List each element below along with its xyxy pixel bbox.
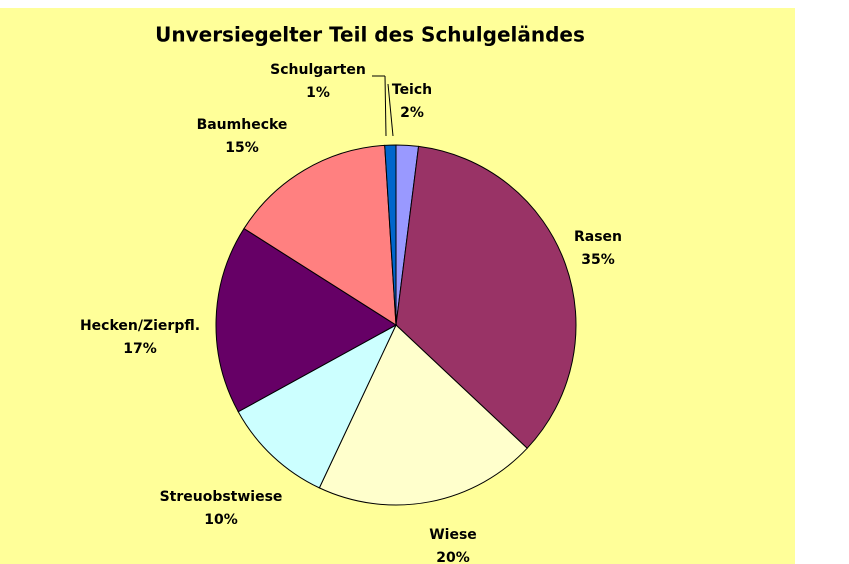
slice-label: Hecken/Zierpfl. [80, 318, 200, 334]
pie-slice [237, 323, 398, 489]
slice-label: Wiese [429, 527, 477, 543]
pie-slice [395, 145, 577, 449]
pie-slice [318, 324, 528, 506]
slice-label: Teich [392, 82, 432, 98]
pie-slice [384, 144, 397, 326]
leader-line [387, 83, 394, 137]
slice-label: Rasen [574, 229, 622, 245]
slice-label: Baumhecke [197, 117, 288, 133]
slice-value-label: 10% [204, 512, 238, 528]
slice-value-label: 15% [225, 140, 259, 156]
slice-value-label: 35% [581, 252, 615, 268]
pie-slice [215, 227, 397, 413]
leader-line [384, 75, 387, 137]
pie-slice [243, 144, 397, 326]
slice-value-label: 1% [306, 85, 330, 101]
slice-value-label: 20% [436, 550, 470, 564]
chart-title: Unversiegelter Teil des Schulgeländes [155, 23, 585, 47]
slice-value-label: 17% [123, 341, 157, 357]
slice-value-label: 2% [400, 105, 424, 121]
slice-label: Streuobstwiese [160, 489, 283, 505]
slice-label: Schulgarten [270, 62, 366, 78]
